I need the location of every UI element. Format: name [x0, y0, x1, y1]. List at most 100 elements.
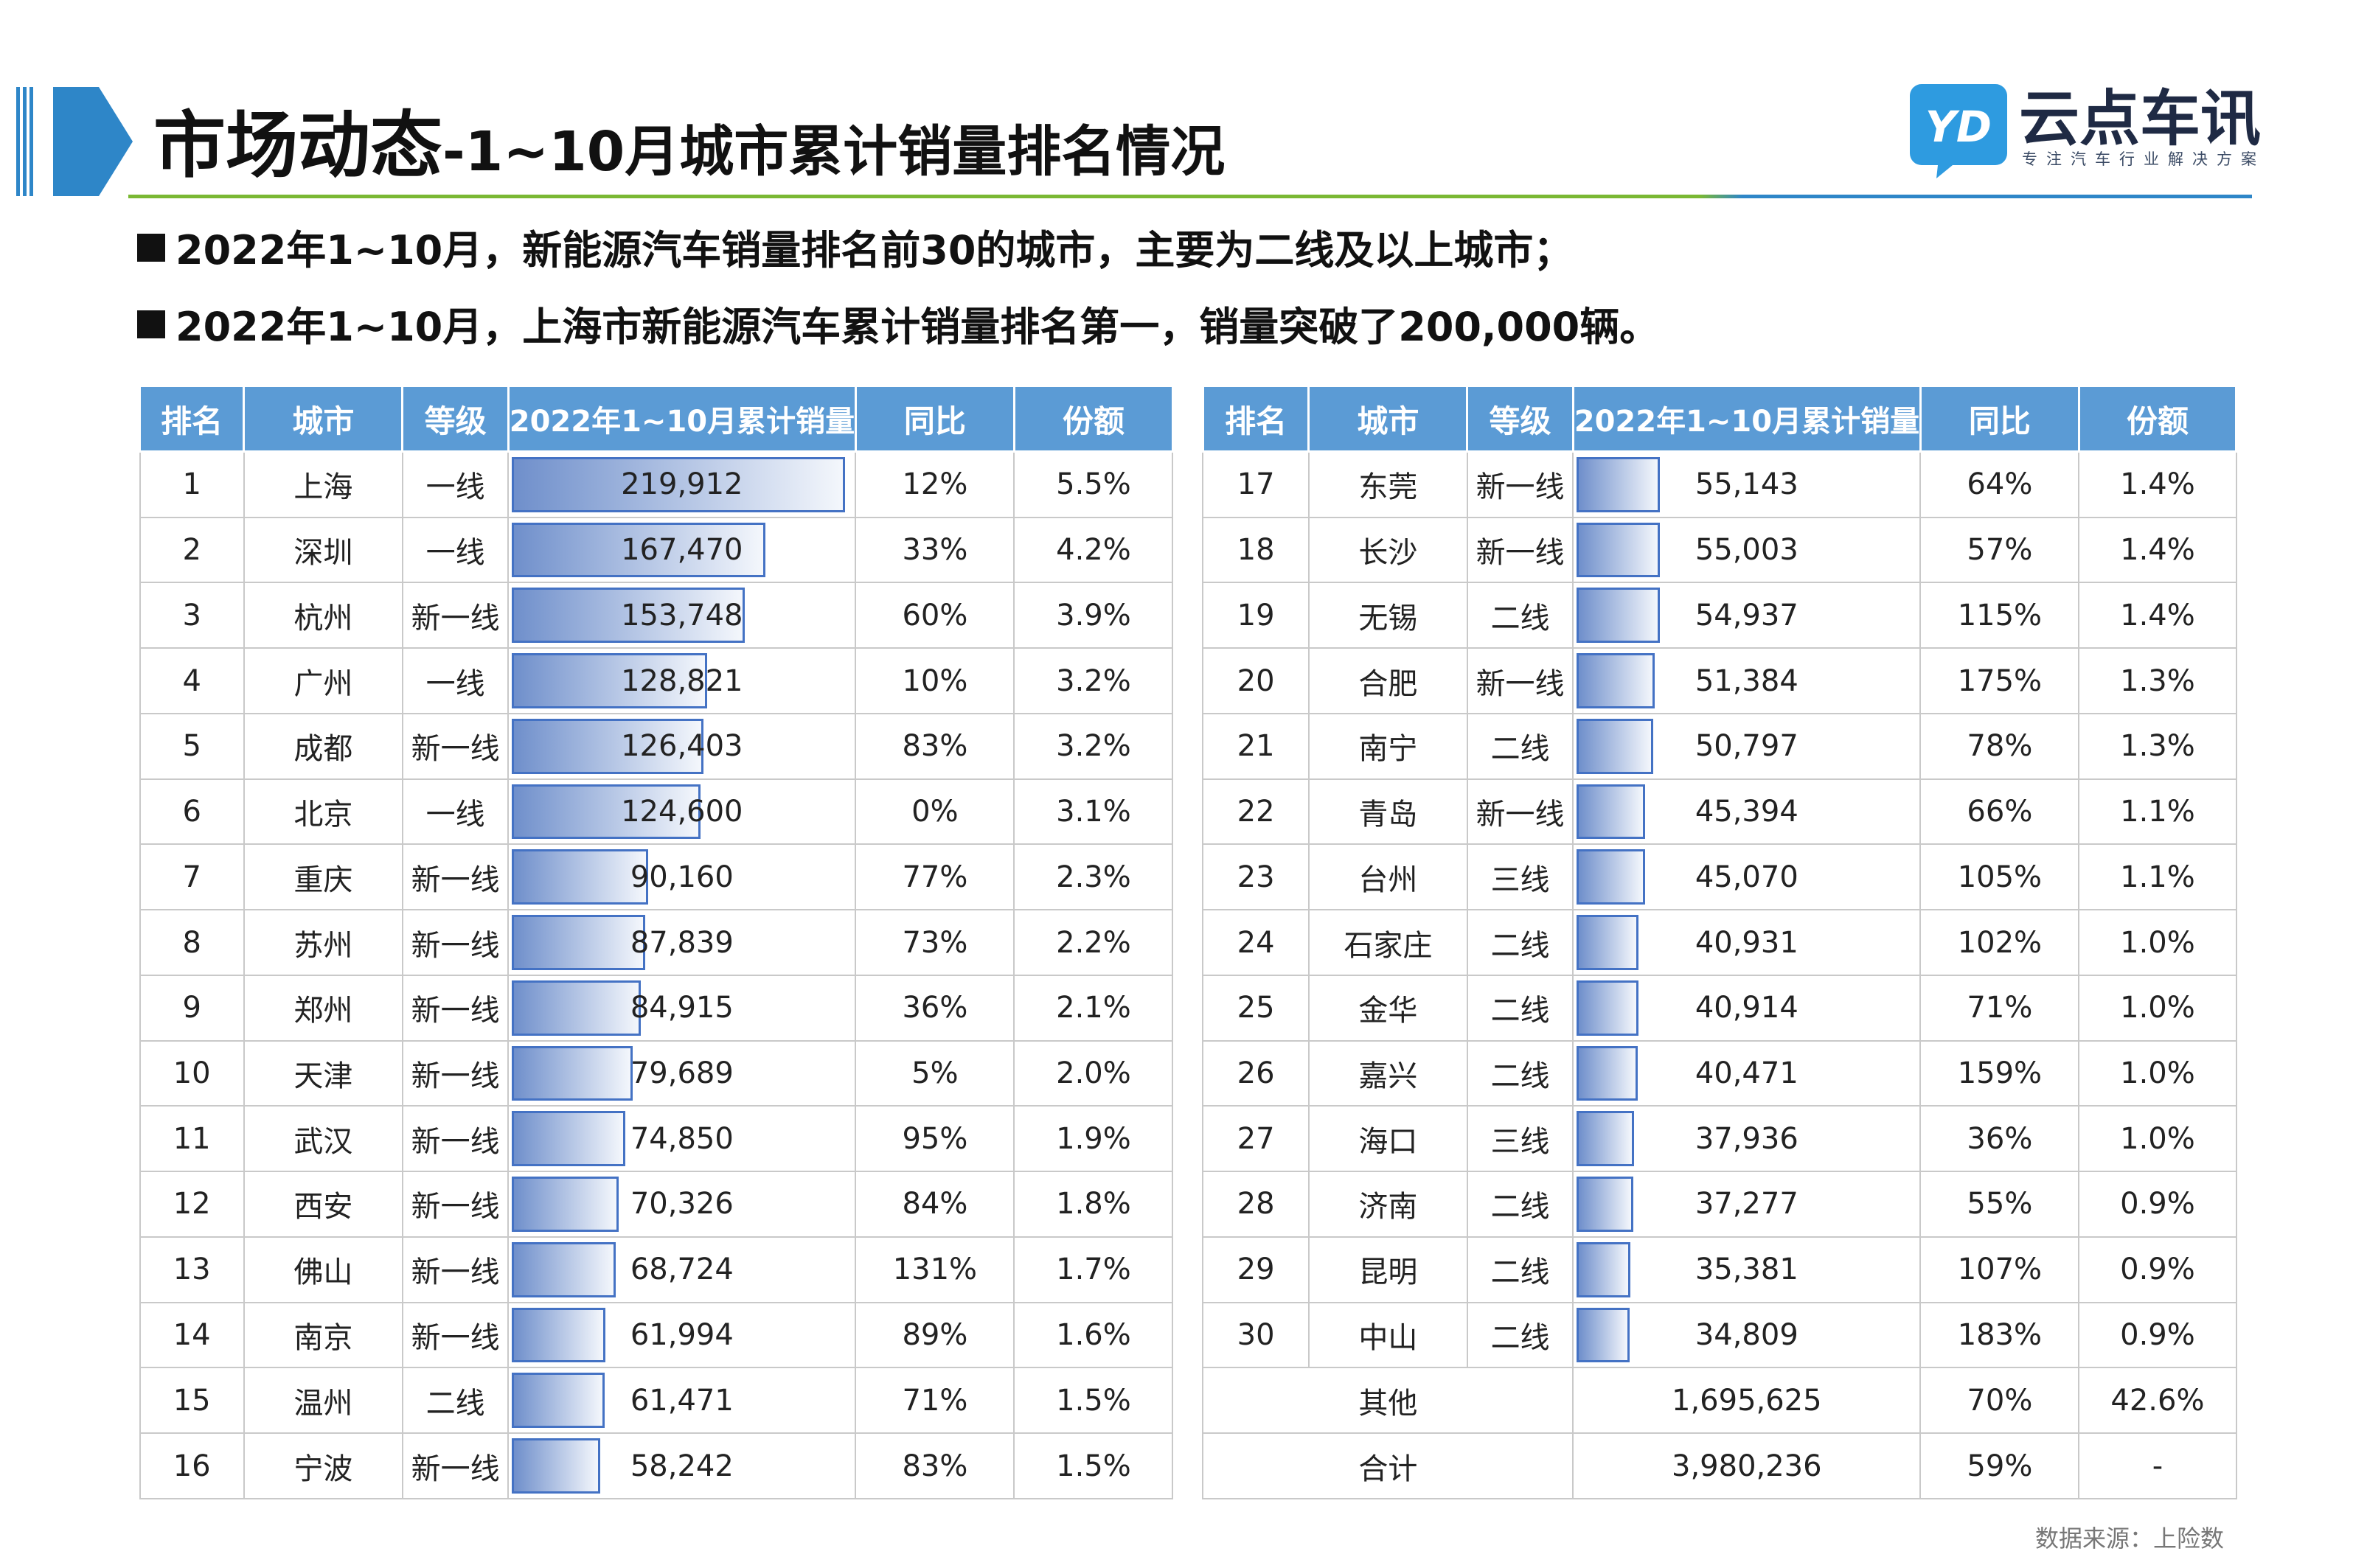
- bullet-item: 2022年1~10月，新能源汽车销量排名前30的城市，主要为二线及以上城市；: [137, 221, 1573, 280]
- city-cell: 南京: [243, 1301, 403, 1369]
- tier-cell: 一线: [401, 450, 510, 518]
- rank-cell: 28: [1202, 1171, 1310, 1238]
- yoy-cell: 64%: [1919, 450, 2080, 518]
- share-cell: 1.0%: [2078, 1039, 2237, 1107]
- rank-cell: 14: [139, 1301, 245, 1369]
- rank-cell: 16: [139, 1432, 245, 1499]
- share-cell: 1.7%: [1013, 1236, 1174, 1303]
- sales-bar: [512, 980, 642, 1036]
- bullet-text: 2022年1~10月，新能源汽车销量排名前30的城市，主要为二线及以上城市；: [175, 227, 1574, 273]
- share-cell: 1.1%: [2078, 843, 2237, 911]
- sales-value: 45,394: [1695, 795, 1798, 829]
- share-cell: 1.3%: [2078, 712, 2237, 780]
- sales-cell: 58,242: [507, 1432, 857, 1499]
- page-title-main: 市场动态: [153, 104, 443, 188]
- sales-bar: [1577, 980, 1639, 1036]
- column-gap: [1172, 1171, 1204, 1237]
- yoy-cell: 5%: [855, 1039, 1015, 1107]
- table-row: 6 北京 一线 124,600 0% 3.1% 22 青岛 新一线 45,394 66% 1.1%: [139, 778, 2237, 846]
- yoy-cell: 77%: [855, 843, 1015, 911]
- yoy-cell: 105%: [1919, 843, 2080, 911]
- logo-name: 云点车讯: [2019, 84, 2262, 154]
- table-row: 16 宁波 新一线 58,242 83% 1.5% 合计 3,980,236 59% -: [139, 1432, 2237, 1499]
- tier-cell: 新一线: [401, 1301, 510, 1369]
- city-cell: 台州: [1307, 843, 1468, 911]
- sales-cell: 61,471: [507, 1367, 857, 1435]
- tier-cell: 新一线: [1466, 778, 1574, 846]
- header-divider: [128, 195, 2252, 198]
- table-row: 4 广州 一线 128,821 10% 3.2% 20 合肥 新一线 51,384 175% 1.3%: [139, 647, 2237, 714]
- sales-value: 40,914: [1695, 991, 1798, 1025]
- sales-value: 167,470: [621, 533, 743, 568]
- sales-bar: [1577, 457, 1661, 512]
- yoy-cell: 71%: [1919, 974, 2080, 1042]
- sales-value: 90,160: [630, 860, 734, 894]
- sales-value: 87,839: [630, 925, 734, 960]
- yoy-cell: 33%: [855, 516, 1015, 584]
- column-gap: [1172, 517, 1204, 583]
- sales-cell: 51,384: [1572, 647, 1922, 714]
- tier-cell: 二线: [1466, 1039, 1574, 1107]
- column-gap: [1172, 910, 1204, 975]
- col-header-sales: 2022年1~10月累计销量: [507, 385, 857, 453]
- column-gap: [1172, 582, 1204, 649]
- sales-value: 58,242: [630, 1449, 734, 1483]
- sales-bar: [512, 1307, 606, 1363]
- column-gap: [1171, 386, 1204, 452]
- rank-cell: 2: [139, 516, 245, 584]
- sales-bar: [1577, 522, 1661, 578]
- share-cell: 2.3%: [1013, 843, 1174, 911]
- yoy-cell: 12%: [855, 450, 1015, 518]
- yoy-cell: 183%: [1919, 1301, 2080, 1369]
- tier-cell: 二线: [1466, 582, 1574, 649]
- rank-cell: 26: [1202, 1039, 1310, 1107]
- column-gap: [1172, 778, 1204, 845]
- sales-cell: 68,724: [507, 1236, 857, 1303]
- share-cell: 5.5%: [1013, 450, 1174, 518]
- table-row: 8 苏州 新一线 87,839 73% 2.2% 24 石家庄 二线 40,931 102% 1.0%: [139, 909, 2237, 976]
- table-row: 9 郑州 新一线 84,915 36% 2.1% 25 金华 二线 40,914 71% 1.0%: [139, 974, 2237, 1042]
- yoy-cell: 57%: [1919, 516, 2080, 584]
- share-cell: 1.0%: [2078, 1105, 2237, 1173]
- tier-cell: 二线: [401, 1367, 510, 1435]
- sales-bar: [1577, 1045, 1638, 1101]
- sales-bar: [512, 457, 846, 512]
- yoy-cell: 84%: [855, 1171, 1015, 1238]
- sales-bar: [1577, 1307, 1630, 1363]
- column-gap: [1172, 1236, 1204, 1303]
- sales-value: 219,912: [621, 467, 743, 502]
- sales-value: 70,326: [630, 1187, 734, 1222]
- sales-bar: [1577, 849, 1646, 905]
- share-cell: 1.4%: [2078, 516, 2237, 584]
- share-cell: 1.9%: [1013, 1105, 1174, 1173]
- sales-cell: 124,600: [507, 778, 857, 846]
- rank-cell: 19: [1202, 582, 1310, 649]
- share-cell: 3.1%: [1013, 778, 1174, 846]
- table-row: 11 武汉 新一线 74,850 95% 1.9% 27 海口 三线 37,936 36% 1.0%: [139, 1105, 2237, 1173]
- sales-bar: [512, 849, 649, 905]
- share-cell: 2.1%: [1013, 974, 1174, 1042]
- city-cell: 宁波: [243, 1432, 403, 1499]
- tier-cell: 新一线: [1466, 516, 1574, 584]
- column-gap: [1172, 451, 1204, 518]
- yoy-cell: 73%: [855, 909, 1015, 976]
- sales-value: 126,403: [621, 729, 743, 764]
- city-cell: 温州: [243, 1367, 403, 1435]
- city-cell: 济南: [1307, 1171, 1468, 1238]
- rank-cell: 7: [139, 843, 245, 911]
- city-cell: 杭州: [243, 582, 403, 649]
- page-title-sub: -1~10月城市累计销量排名情况: [442, 120, 1226, 184]
- share-cell: 0.9%: [2078, 1236, 2237, 1303]
- rank-cell: 8: [139, 909, 245, 976]
- tier-cell: 新一线: [401, 1105, 510, 1173]
- sales-cell: 35,381: [1572, 1236, 1922, 1303]
- tier-cell: 新一线: [401, 1432, 510, 1499]
- sales-value: 55,003: [1695, 533, 1798, 568]
- sales-bar: [512, 1438, 601, 1494]
- sales-bar: [1577, 915, 1639, 970]
- rank-cell: 22: [1202, 778, 1310, 846]
- rank-cell: 24: [1202, 909, 1310, 976]
- city-cell: 上海: [243, 450, 403, 518]
- table-body: 1 上海 一线 219,912 12% 5.5% 17 东莞 新一线 55,143 64% 1.4% 2…: [139, 450, 2237, 1499]
- rank-cell: 3: [139, 582, 245, 649]
